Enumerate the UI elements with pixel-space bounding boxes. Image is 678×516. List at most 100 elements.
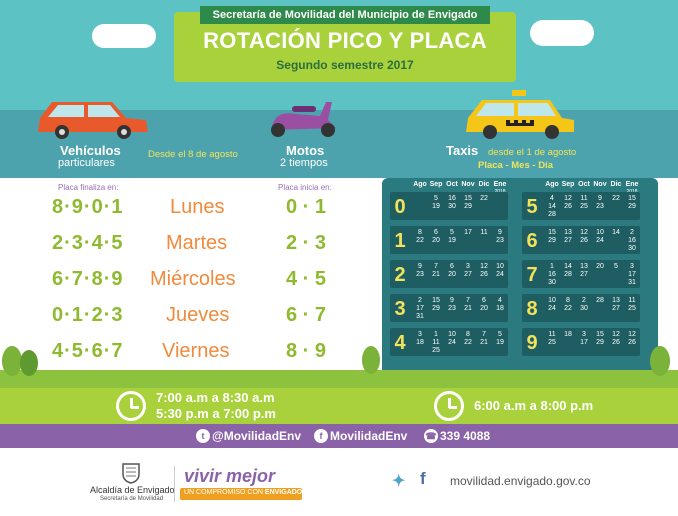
taxi-day-cell: 11 25 <box>580 195 588 210</box>
taxi-plate-digit: 7 <box>526 264 538 286</box>
twitter-handle[interactable]: @MovilidadEnv <box>212 429 302 443</box>
moto-illustration <box>271 102 336 137</box>
taxi-day-cell: 9 23 <box>596 195 604 210</box>
cloud-right <box>530 20 594 46</box>
taxi-row-tile <box>522 294 640 322</box>
taxi-plate-digit: 3 <box>394 298 406 320</box>
taxi-day-cell: 11 25 <box>548 331 556 346</box>
taxi-day-cell: 28 <box>596 297 604 304</box>
moto-plate-start: 2 · 3 <box>286 232 327 254</box>
taxi-plate-digit: 5 <box>526 196 538 218</box>
taxi-day-cell: 18 <box>564 331 572 338</box>
taxi-month-header: Ene <box>493 181 507 188</box>
taxi-day-cell: 5 <box>614 263 618 270</box>
taxi-day-cell: 5 19 <box>496 331 504 346</box>
social-band <box>0 424 678 448</box>
taxi-day-cell: 2 16 30 <box>628 229 636 252</box>
taxi-day-cell: 12 26 <box>580 229 588 244</box>
taxi-day-cell: 13 27 <box>564 229 572 244</box>
taxi-day-cell: 6 20 <box>448 263 456 278</box>
facebook-handle[interactable]: MovilidadEnv <box>330 429 408 443</box>
taxi-plate-digit: 1 <box>394 230 406 252</box>
slogan-sub: UN COMPROMISO CON ENVIGADO <box>184 489 302 496</box>
taxi-plate-digit: 2 <box>394 264 406 286</box>
taxi-plate-digit: 0 <box>394 196 406 218</box>
taxi-day-cell: 9 23 <box>496 229 504 244</box>
taxi-row-tile <box>390 260 508 288</box>
phone-icon: ☎ <box>424 429 438 443</box>
taxi-day-cell: 10 24 <box>596 229 604 244</box>
taxi-day-cell: 3 27 <box>464 263 472 278</box>
taxi-plate-digit: 9 <box>526 332 538 354</box>
taxi-plate-digit: 4 <box>394 332 406 354</box>
plate-ends-row: 6·7·8·9 <box>52 268 124 290</box>
plates-panel <box>26 178 376 378</box>
clock-icon <box>116 391 146 421</box>
taxi-month-header: Nov <box>593 181 607 188</box>
taxi-day-cell: 13 27 <box>612 297 620 312</box>
taxi-day-cell: 10 24 <box>448 331 456 346</box>
moto-plate-start: 6 · 7 <box>286 304 327 326</box>
taxi-day-cell: 14 28 <box>564 263 572 278</box>
day-label: Martes <box>166 232 228 254</box>
coat-of-arms-logo <box>122 463 140 484</box>
taxi-day-cell: 14 <box>612 229 620 236</box>
taxi-day-cell: 5 19 <box>432 195 440 210</box>
moto-plate-start: 8 · 9 <box>286 340 327 362</box>
taxi-day-cell: 4 18 <box>496 297 504 312</box>
taxi-day-cell: 12 26 <box>628 331 636 346</box>
private-schedule-morning: 7:00 a.m a 8:30 a.m <box>156 390 275 405</box>
taxi-day-cell: 2 30 <box>580 297 588 312</box>
header-title: ROTACIÓN PICO Y PLACA <box>203 28 487 53</box>
taxi-row-tile <box>522 328 640 356</box>
taxi-plate-digit: 6 <box>526 230 538 252</box>
tree-decoration <box>650 346 670 376</box>
taxi-day-cell: 8 22 <box>564 297 572 312</box>
taxi-day-cell: 15 29 <box>432 297 440 312</box>
plate-ends-row: 0·1·2·3 <box>52 304 124 326</box>
phone-number[interactable]: 339 4088 <box>440 429 491 443</box>
taxi-month-header: Ago <box>545 181 559 188</box>
slogan-sub-prefix: UN COMPROMISO CON <box>184 489 263 496</box>
private-schedule-evening: 5:30 p.m a 7:00 p.m <box>156 406 276 421</box>
taxi-row-tile <box>522 260 640 288</box>
taxi-month-header: Oct <box>446 181 458 188</box>
plate-ends-label: Placa finaliza en: <box>58 183 119 192</box>
slogan-sub-bold: ENVIGADO <box>264 489 303 496</box>
taxi-plate-digit: 8 <box>526 298 538 320</box>
plate-ends-row: 2·3·4·5 <box>52 232 124 254</box>
moto-plate-start: 0 · 1 <box>286 196 327 218</box>
taxi-row-tile <box>522 192 640 220</box>
plate-ends-row: 8·9·0·1 <box>52 196 124 218</box>
taxi-month-header: Nov <box>461 181 475 188</box>
taxi-day-cell: 1 16 30 <box>548 263 556 286</box>
taxi-day-cell: 20 <box>596 263 604 270</box>
facebook-footer-icon[interactable]: f <box>420 469 426 488</box>
cloud-left <box>92 24 156 48</box>
taxi-month-header: Dic <box>478 181 490 188</box>
website-link[interactable]: movilidad.envigado.gov.co <box>450 474 591 488</box>
taxi-month-header: Dic <box>610 181 622 188</box>
taxi-day-cell: 22 <box>612 195 620 202</box>
taxi-month-header: Sep <box>429 181 443 188</box>
tree-decoration <box>2 346 22 376</box>
taxi-month-header: Oct <box>578 181 590 188</box>
taxi-day-cell: 12 26 <box>480 263 488 278</box>
taxi-row-tile <box>390 192 508 220</box>
footer-divider <box>174 466 175 502</box>
taxi-day-cell: 3 17 31 <box>628 263 636 286</box>
taxi-day-cell: 7 21 <box>464 297 472 312</box>
taxi-day-cell: 15 29 <box>596 331 604 346</box>
plate-ends-row: 4·5·6·7 <box>52 340 124 362</box>
day-label: Miércoles <box>150 268 236 290</box>
day-label: Viernes <box>162 340 230 362</box>
tree-decoration <box>20 350 38 376</box>
twitter-footer-icon[interactable]: ✦ <box>392 473 406 490</box>
taxi-day-cell: 15 29 <box>464 195 472 210</box>
taxi-day-cell: 15 29 <box>628 195 636 210</box>
org-name: Alcaldía de Envigado <box>90 485 175 495</box>
taxi-day-cell: 8 22 <box>464 331 472 346</box>
facebook-icon: f <box>314 429 328 443</box>
tree-decoration <box>362 346 380 374</box>
taxi-day-cell: 1 11 25 <box>432 331 440 354</box>
